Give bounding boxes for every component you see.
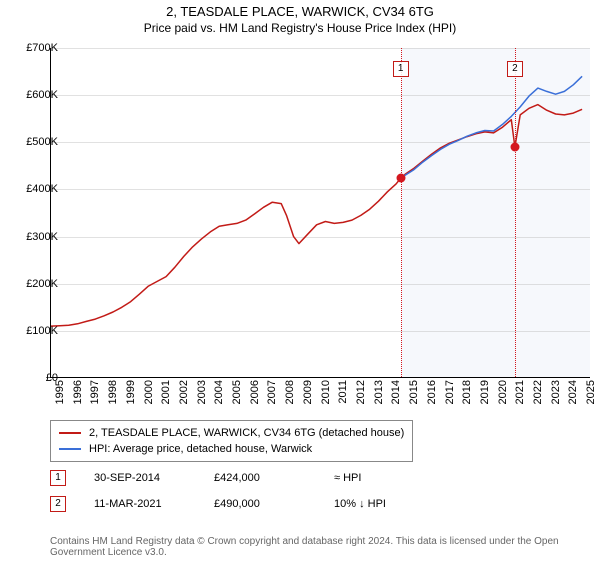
transaction-marker: 2: [50, 496, 66, 512]
x-axis-label: 2021: [514, 380, 526, 404]
x-axis-label: 2008: [284, 380, 296, 404]
legend-label: 2, TEASDALE PLACE, WARWICK, CV34 6TG (de…: [89, 425, 404, 441]
x-axis-label: 2020: [497, 380, 509, 404]
page-subtitle: Price paid vs. HM Land Registry's House …: [0, 21, 600, 35]
x-axis-label: 1996: [72, 380, 84, 404]
y-axis-label: £200K: [26, 278, 58, 290]
x-axis-label: 2001: [160, 380, 172, 404]
x-axis-label: 2015: [408, 380, 420, 404]
transaction-row: 1 30-SEP-2014 £424,000 ≈ HPI: [50, 470, 454, 486]
x-axis-label: 1998: [107, 380, 119, 404]
transaction-date: 11-MAR-2021: [94, 498, 214, 510]
legend-swatch: [59, 432, 81, 434]
legend: 2, TEASDALE PLACE, WARWICK, CV34 6TG (de…: [50, 420, 413, 462]
transaction-row: 2 11-MAR-2021 £490,000 10% ↓ HPI: [50, 496, 454, 512]
legend-label: HPI: Average price, detached house, Warw…: [89, 441, 312, 457]
x-axis-label: 2018: [461, 380, 473, 404]
marker-label: 2: [507, 61, 523, 77]
x-axis-label: 2016: [426, 380, 438, 404]
legend-row: HPI: Average price, detached house, Warw…: [59, 441, 404, 457]
transaction-price: £490,000: [214, 498, 334, 510]
transaction-date: 30-SEP-2014: [94, 472, 214, 484]
x-axis-label: 2005: [231, 380, 243, 404]
x-axis-label: 2022: [532, 380, 544, 404]
x-axis-label: 2014: [390, 380, 402, 404]
transaction-marker: 1: [50, 470, 66, 486]
marker-dot: [396, 174, 405, 183]
x-axis-label: 2023: [550, 380, 562, 404]
x-axis-label: 2004: [213, 380, 225, 404]
x-axis-label: 2024: [567, 380, 579, 404]
y-axis-label: £600K: [26, 89, 58, 101]
marker-dot: [510, 143, 519, 152]
marker-vline: [401, 48, 402, 377]
x-axis-label: 2013: [373, 380, 385, 404]
price-chart: 12: [50, 48, 590, 378]
x-axis-label: 2010: [320, 380, 332, 404]
chart-svg: [51, 48, 591, 378]
x-axis-label: 2006: [249, 380, 261, 404]
x-axis-label: 2019: [479, 380, 491, 404]
y-axis-label: £400K: [26, 183, 58, 195]
x-axis-label: 1999: [125, 380, 137, 404]
footnote: Contains HM Land Registry data © Crown c…: [50, 536, 590, 558]
y-axis-label: £300K: [26, 231, 58, 243]
x-axis-label: 2002: [178, 380, 190, 404]
x-axis-label: 2025: [585, 380, 597, 404]
y-axis-label: £100K: [26, 325, 58, 337]
legend-swatch: [59, 448, 81, 450]
x-axis-label: 2003: [196, 380, 208, 404]
x-axis-label: 2017: [444, 380, 456, 404]
y-axis-label: £500K: [26, 136, 58, 148]
x-axis-label: 2011: [337, 380, 349, 404]
transaction-vs-hpi: 10% ↓ HPI: [334, 498, 454, 510]
page-title: 2, TEASDALE PLACE, WARWICK, CV34 6TG: [0, 4, 600, 19]
x-axis-label: 1997: [89, 380, 101, 404]
x-axis-label: 2009: [302, 380, 314, 404]
x-axis-label: 2000: [143, 380, 155, 404]
marker-vline: [515, 48, 516, 377]
y-axis-label: £700K: [26, 42, 58, 54]
x-axis-label: 1995: [54, 380, 66, 404]
x-axis-label: 2012: [355, 380, 367, 404]
x-axis-label: 2007: [266, 380, 278, 404]
legend-row: 2, TEASDALE PLACE, WARWICK, CV34 6TG (de…: [59, 425, 404, 441]
transaction-price: £424,000: [214, 472, 334, 484]
marker-label: 1: [393, 61, 409, 77]
transaction-vs-hpi: ≈ HPI: [334, 472, 454, 484]
